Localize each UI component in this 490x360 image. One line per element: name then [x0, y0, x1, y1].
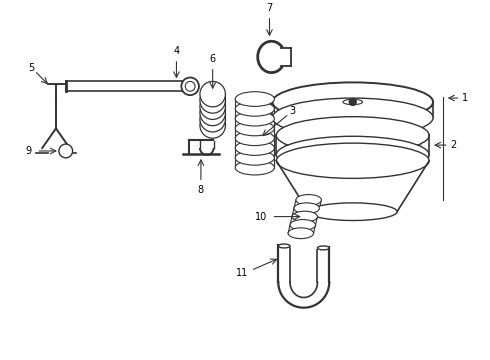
- Text: 3: 3: [289, 106, 295, 116]
- Ellipse shape: [235, 150, 274, 165]
- Text: 1: 1: [463, 93, 468, 103]
- Text: 10: 10: [255, 212, 268, 222]
- Ellipse shape: [200, 107, 225, 132]
- Text: 11: 11: [236, 269, 248, 278]
- Text: 8: 8: [198, 185, 204, 195]
- Text: 5: 5: [28, 63, 35, 73]
- Ellipse shape: [318, 246, 329, 250]
- Text: 6: 6: [210, 54, 216, 64]
- Ellipse shape: [296, 194, 321, 205]
- Ellipse shape: [294, 203, 319, 213]
- Ellipse shape: [200, 94, 225, 120]
- Text: 4: 4: [173, 46, 179, 56]
- FancyBboxPatch shape: [66, 81, 186, 91]
- Ellipse shape: [343, 99, 363, 105]
- Ellipse shape: [200, 113, 225, 138]
- Ellipse shape: [200, 88, 225, 113]
- Ellipse shape: [272, 82, 433, 122]
- Ellipse shape: [290, 220, 316, 230]
- Text: 2: 2: [451, 140, 457, 150]
- Ellipse shape: [272, 98, 433, 137]
- Ellipse shape: [235, 92, 274, 107]
- Ellipse shape: [292, 211, 318, 222]
- Ellipse shape: [235, 160, 274, 175]
- Ellipse shape: [185, 81, 195, 91]
- Circle shape: [59, 144, 73, 158]
- Text: 9: 9: [25, 146, 31, 156]
- Ellipse shape: [235, 111, 274, 126]
- Ellipse shape: [235, 102, 274, 116]
- Ellipse shape: [276, 117, 429, 154]
- Ellipse shape: [200, 100, 225, 126]
- Ellipse shape: [278, 244, 290, 248]
- Ellipse shape: [276, 136, 429, 174]
- Circle shape: [349, 99, 356, 105]
- Ellipse shape: [276, 143, 429, 179]
- Text: 7: 7: [267, 3, 272, 13]
- Ellipse shape: [308, 203, 397, 221]
- Ellipse shape: [235, 141, 274, 156]
- Ellipse shape: [235, 121, 274, 136]
- Ellipse shape: [200, 81, 225, 107]
- Ellipse shape: [235, 131, 274, 145]
- Ellipse shape: [181, 77, 199, 95]
- Ellipse shape: [288, 228, 314, 239]
